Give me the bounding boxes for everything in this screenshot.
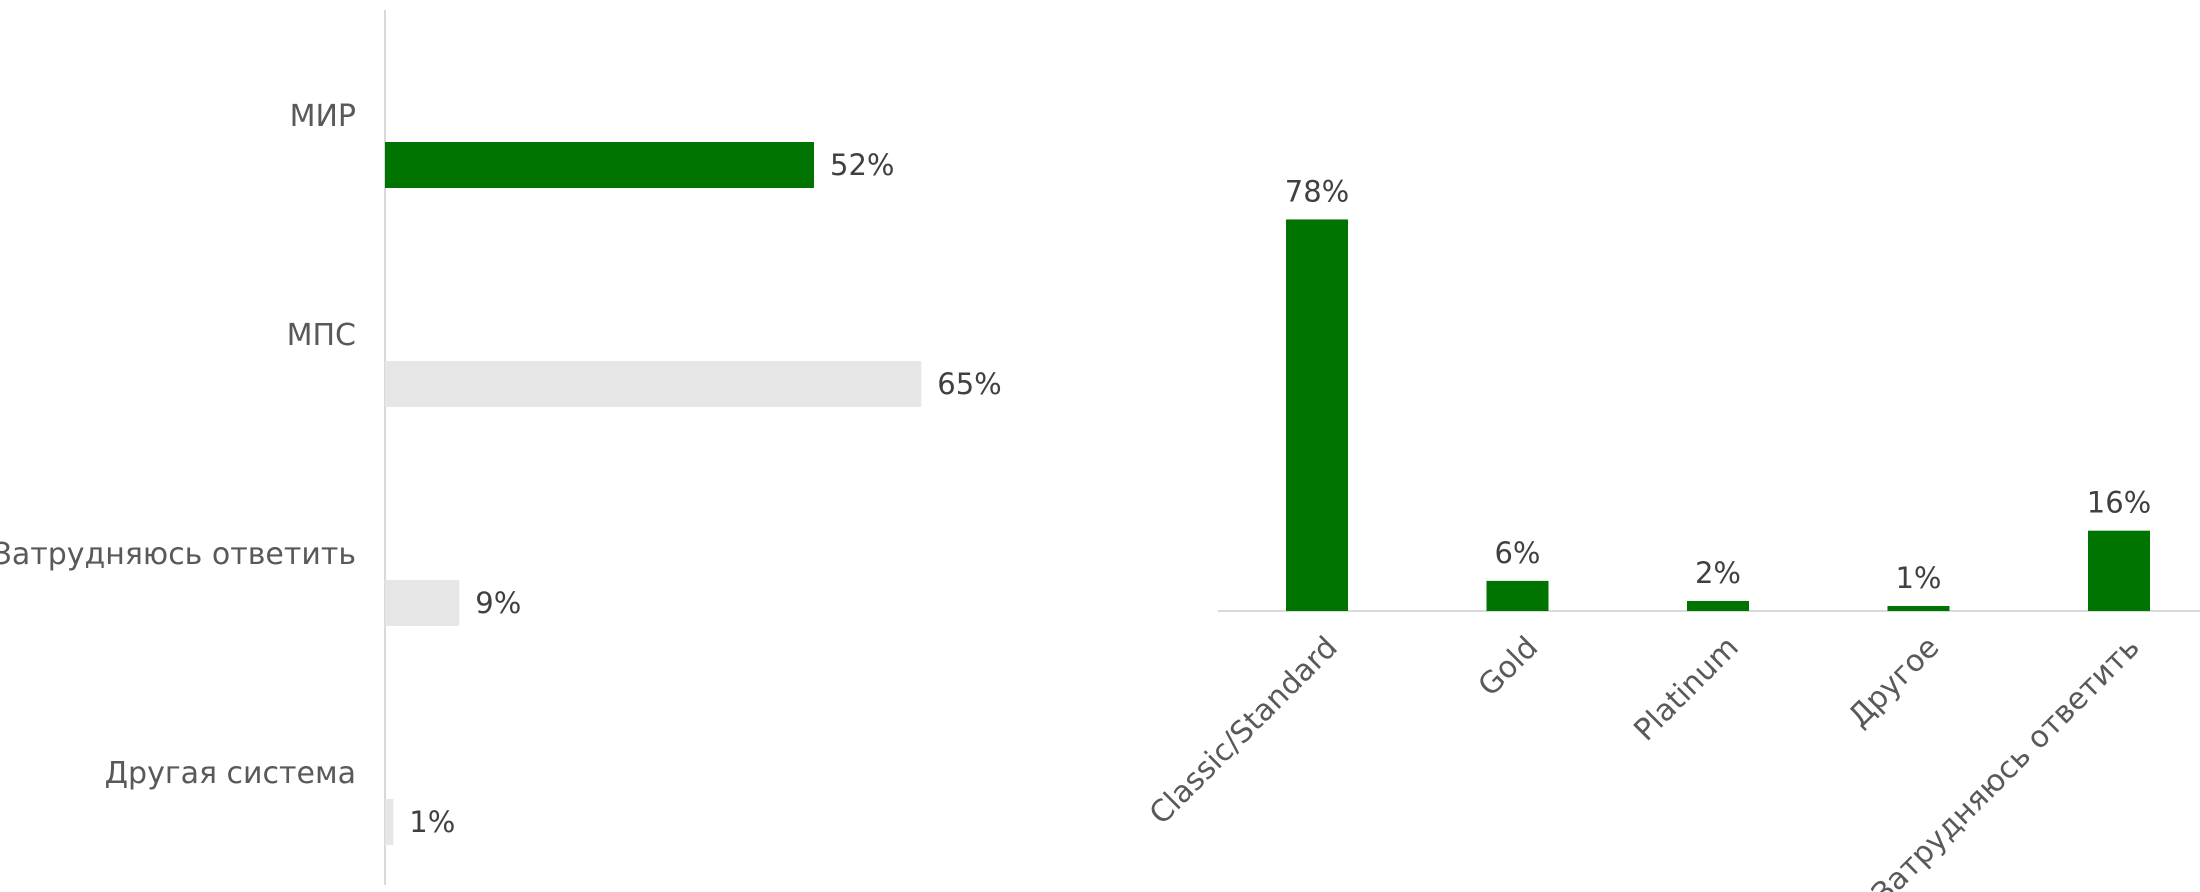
right-bar-gold bbox=[1486, 580, 1549, 611]
right-value-label-cat-3: 1% bbox=[1895, 561, 1941, 595]
left-category-label-cat-0: МИР bbox=[290, 99, 356, 134]
right-category-label-cat-3: Другое bbox=[1842, 630, 1947, 735]
left-category-label-cat-2: Затрудняюсь ответить bbox=[0, 537, 356, 572]
right-bar-platinum bbox=[1687, 600, 1749, 611]
right-category-label-gold: Gold bbox=[1472, 630, 1546, 704]
right-bar-cat-3 bbox=[1887, 605, 1950, 611]
left-value-label-cat-2: 9% bbox=[475, 586, 521, 620]
left-value-label-cat-0: 52% bbox=[830, 148, 894, 182]
left-category-label-cat-3: Другая система bbox=[105, 756, 356, 791]
right-value-label-gold: 6% bbox=[1494, 536, 1540, 570]
right-category-label-platinum: Platinum bbox=[1627, 630, 1745, 748]
right-bar-classic-standard bbox=[1286, 219, 1348, 611]
left-category-label-cat-1: МПС bbox=[287, 318, 356, 353]
left-value-label-cat-3: 1% bbox=[409, 805, 455, 839]
right-bar-chart: 78% Classic/Standard 6% Gold 2% Platinum 1% Дру… bbox=[1143, 174, 2200, 892]
right-value-label-platinum: 2% bbox=[1695, 556, 1741, 590]
left-bar-chart: МИР 52% МПС 65% Затрудняюсь ответить 9% Другая… bbox=[0, 10, 1002, 885]
left-bar-cat-0 bbox=[385, 142, 814, 188]
left-bar-cat-1 bbox=[385, 361, 922, 407]
left-bar-cat-2 bbox=[385, 580, 460, 626]
right-value-label-classic-standard: 78% bbox=[1285, 174, 1349, 208]
right-bar-cat-4 bbox=[2088, 530, 2150, 611]
right-value-label-cat-4: 16% bbox=[2087, 486, 2151, 520]
right-category-label-classic-standard: Classic/Standard bbox=[1143, 630, 1345, 832]
left-bar-cat-3 bbox=[385, 799, 394, 845]
left-value-label-cat-1: 65% bbox=[937, 367, 1001, 401]
